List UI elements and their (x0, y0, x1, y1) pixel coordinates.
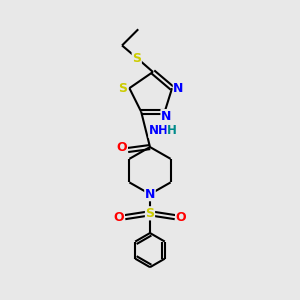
Text: N: N (145, 188, 155, 201)
Text: O: O (117, 141, 127, 154)
Text: O: O (114, 211, 124, 224)
Text: S: S (146, 207, 154, 220)
Text: S: S (132, 52, 141, 64)
Text: O: O (176, 211, 186, 224)
Text: N: N (173, 82, 184, 95)
Text: H: H (167, 124, 177, 137)
Text: S: S (118, 82, 127, 95)
Text: NH: NH (149, 124, 169, 137)
Text: N: N (161, 110, 171, 123)
